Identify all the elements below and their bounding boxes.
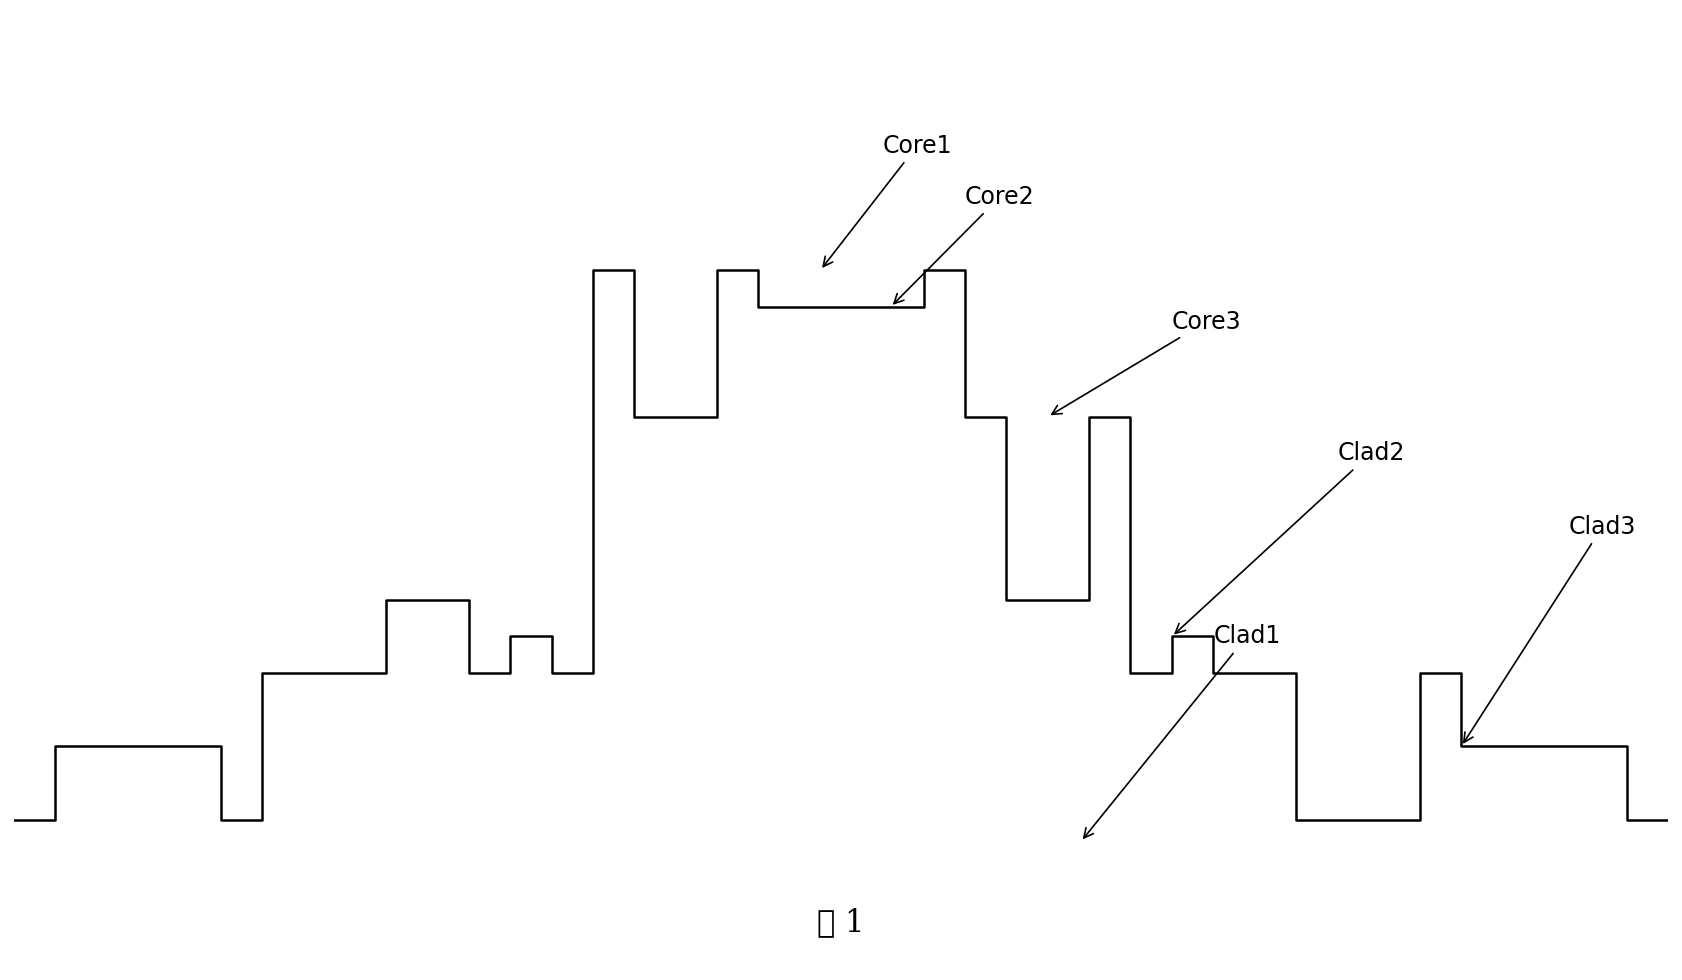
Text: 图 1: 图 1 (817, 906, 865, 938)
Text: Clad1: Clad1 (1083, 624, 1280, 838)
Text: Core1: Core1 (822, 133, 952, 267)
Text: Core3: Core3 (1051, 310, 1241, 415)
Text: Core2: Core2 (893, 185, 1034, 304)
Text: Clad2: Clad2 (1176, 441, 1404, 633)
Text: Clad3: Clad3 (1463, 514, 1637, 743)
